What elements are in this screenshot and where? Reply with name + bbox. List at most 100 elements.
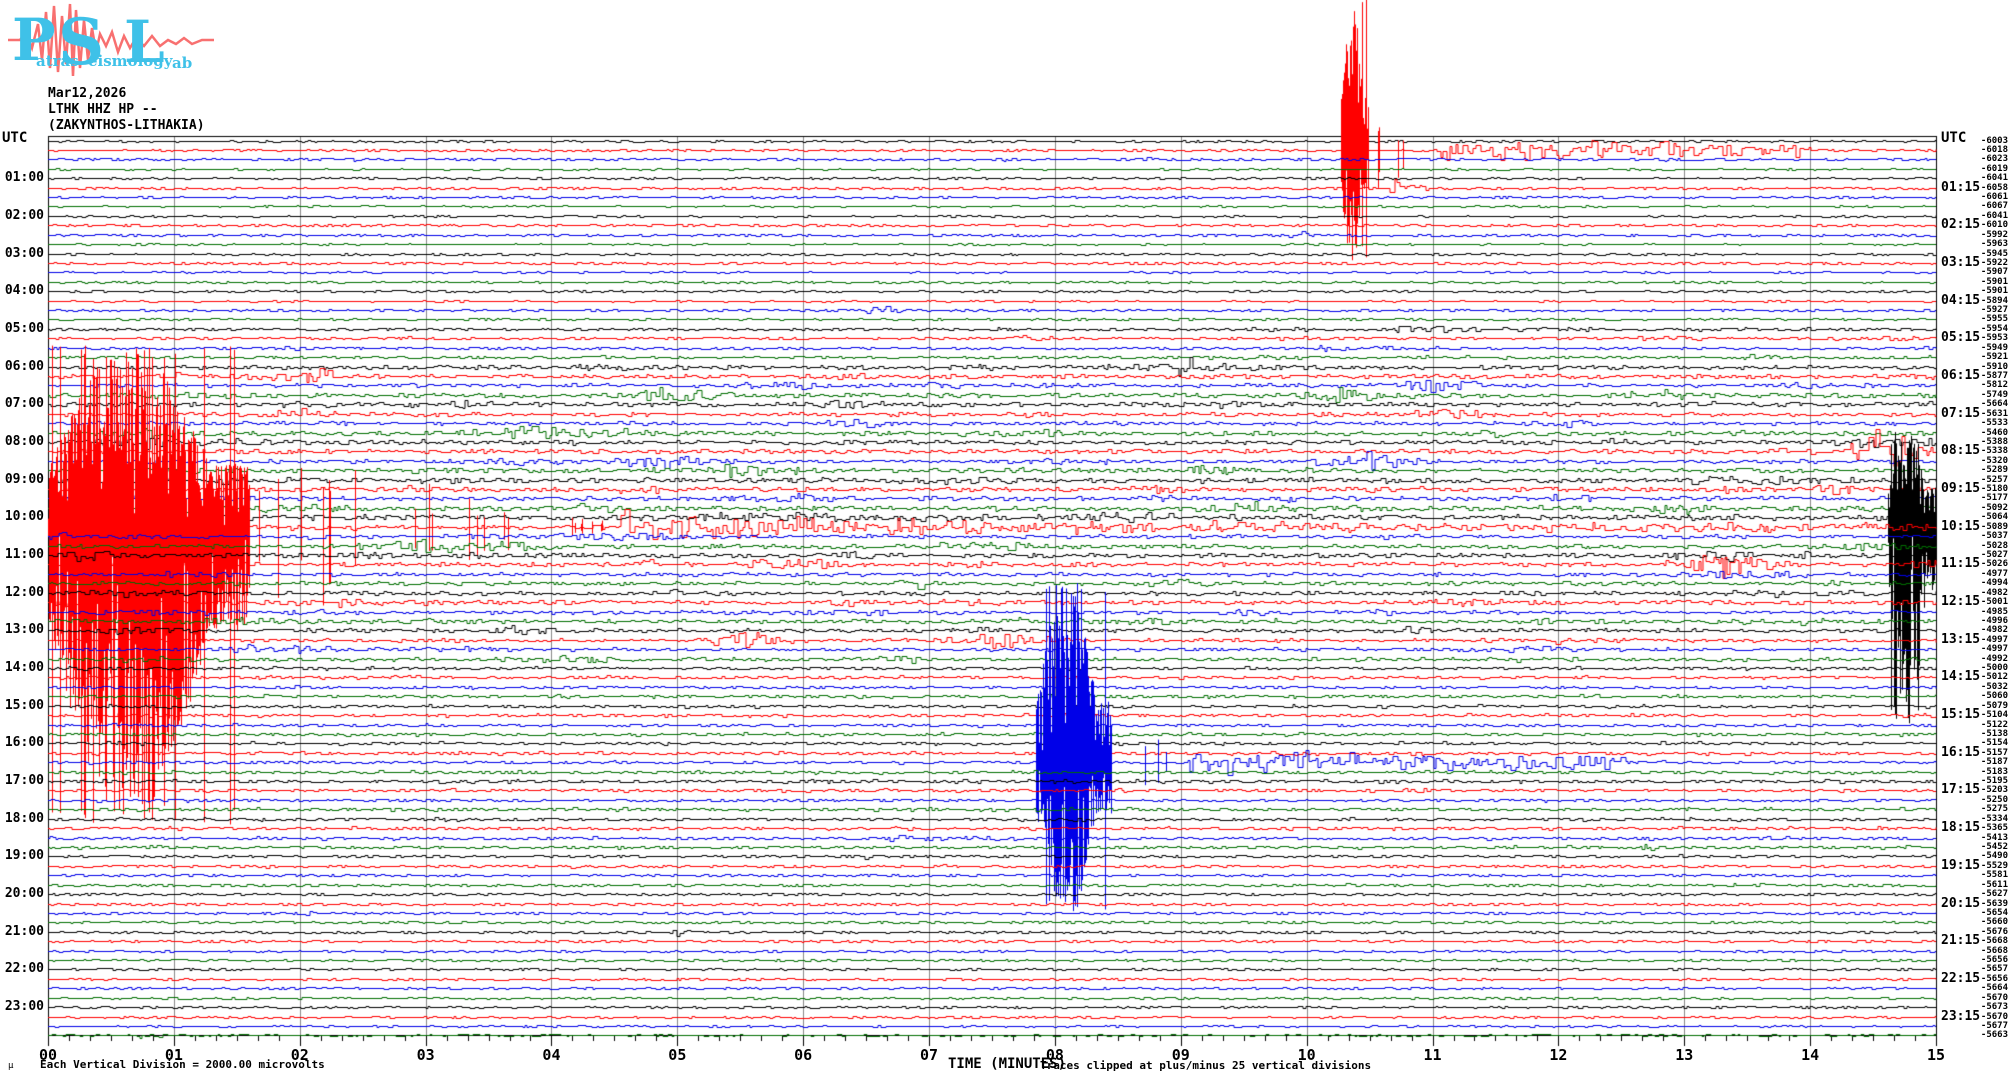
row-offset-value: -5177 xyxy=(1980,493,2008,504)
x-tick-label: 04 xyxy=(542,1046,561,1064)
row-offset-value: -5012 xyxy=(1980,672,2008,683)
logo-word-ab: ab xyxy=(172,54,192,72)
row-label-left: 12:00 xyxy=(4,584,44,600)
row-offset-value: -4982 xyxy=(1980,587,2008,598)
row-label-left: 23:00 xyxy=(4,999,44,1015)
row-offset-value: -5654 xyxy=(1980,907,2008,918)
row-offset-value: -4977 xyxy=(1980,568,2008,579)
row-label-right: 20:15 xyxy=(1941,895,1981,911)
logo-waveform xyxy=(8,3,214,77)
row-label-right: 21:15 xyxy=(1941,933,1981,949)
row-offset-value: -4982 xyxy=(1980,625,2008,636)
row-offset-value: -5877 xyxy=(1980,371,2008,381)
row-label-right: 03:15 xyxy=(1941,254,1981,270)
row-offset-value: -5037 xyxy=(1980,531,2008,542)
row-label-right: 05:15 xyxy=(1941,330,1981,346)
logo-letter-l: L xyxy=(124,8,165,76)
row-offset-value: -5195 xyxy=(1980,776,2008,787)
row-offset-value: -5656 xyxy=(1980,955,2008,966)
utc-label-left: UTC xyxy=(2,130,28,146)
row-offset-value: -5812 xyxy=(1980,380,2008,391)
row-label-right: 11:15 xyxy=(1941,556,1981,572)
row-offset-value: -5921 xyxy=(1980,352,2008,363)
row-offset-value: -6041 xyxy=(1980,210,2008,221)
row-offset-value: -5922 xyxy=(1980,257,2008,268)
row-label-left: 01:00 xyxy=(4,170,44,186)
logo-letter-p: P xyxy=(12,6,56,74)
x-tick-label: 03 xyxy=(416,1046,435,1064)
row-label-right: 08:15 xyxy=(1941,443,1981,459)
row-label-right: 18:15 xyxy=(1941,820,1981,836)
row-offset-value: -5138 xyxy=(1980,728,2008,739)
row-offset-value: -5963 xyxy=(1980,239,2008,250)
row-label-left: 11:00 xyxy=(4,546,44,562)
row-offset-value: -5639 xyxy=(1980,898,2008,909)
row-label-left: 21:00 xyxy=(4,923,44,939)
row-label-left: 10:00 xyxy=(4,509,44,525)
row-offset-value: -5670 xyxy=(1980,992,2008,1003)
row-label-left: 07:00 xyxy=(4,396,44,412)
row-offset-value: -5250 xyxy=(1980,794,2008,805)
x-tick-label: 09 xyxy=(1171,1046,1190,1064)
row-label-right: 12:15 xyxy=(1941,594,1981,610)
row-label-left: 20:00 xyxy=(4,886,44,902)
logo-word-atras: atras xyxy=(36,52,79,70)
row-offset-value: -5026 xyxy=(1980,559,2008,570)
row-offset-value: -6019 xyxy=(1980,163,2008,174)
row-offset-value: -5028 xyxy=(1980,540,2008,551)
row-offset-value: -5154 xyxy=(1980,738,2008,749)
row-offset-value: -6010 xyxy=(1980,220,2008,231)
row-offset-value: -5992 xyxy=(1980,229,2008,240)
row-offset-value: -5660 xyxy=(1980,917,2008,928)
x-tick-label: 13 xyxy=(1675,1046,1694,1064)
logo-letter-s: S xyxy=(58,5,104,78)
plot-header: Mar12,2026 LTHK HHZ HP -- (ZAKYNTHOS-LIT… xyxy=(48,86,205,134)
row-offset-value: -5901 xyxy=(1980,276,2008,287)
row-offset-value: -5910 xyxy=(1980,361,2008,372)
x-axis-title: TIME (MINUTES) xyxy=(948,1056,1067,1072)
row-offset-value: -5183 xyxy=(1980,766,2008,777)
row-offset-value: -4994 xyxy=(1980,578,2008,589)
row-offset-value: -5089 xyxy=(1980,521,2008,532)
row-offset-value: -5673 xyxy=(1980,1002,2008,1013)
row-offset-value: -5656 xyxy=(1980,973,2008,984)
row-offset-value: -5955 xyxy=(1980,314,2008,325)
row-label-right: 02:15 xyxy=(1941,217,1981,233)
row-label-left: 17:00 xyxy=(4,773,44,789)
vertical-division-note: Each Vertical Division = 2000.00 microvo… xyxy=(40,1058,325,1071)
row-offset-value: -4985 xyxy=(1980,606,2008,617)
row-offset-value: -5000 xyxy=(1980,663,2008,674)
row-offset-value: -5365 xyxy=(1980,823,2008,834)
row-offset-value: -5104 xyxy=(1980,710,2008,721)
row-label-right: 22:15 xyxy=(1941,970,1981,986)
row-offset-value: -5413 xyxy=(1980,832,2008,843)
row-offset-value: -5529 xyxy=(1980,860,2008,871)
row-offset-value: -4997 xyxy=(1980,644,2008,655)
row-offset-value: -5460 xyxy=(1980,427,2008,438)
x-tick-label: 15 xyxy=(1926,1046,1946,1064)
logo-word-eismology: eismology xyxy=(88,52,174,70)
row-offset-value: -6041 xyxy=(1980,173,2008,184)
row-offset-value: -5953 xyxy=(1980,333,2008,344)
x-tick-label: 12 xyxy=(1549,1046,1568,1064)
row-offset-value: -5949 xyxy=(1980,342,2008,353)
header-station: LTHK HHZ HP -- xyxy=(48,102,158,117)
row-offset-value: -5452 xyxy=(1980,842,2008,852)
x-tick-label: 02 xyxy=(290,1046,309,1064)
row-offset-value: -5611 xyxy=(1980,879,2008,890)
row-label-right: 01:15 xyxy=(1941,179,1981,195)
row-label-left: 08:00 xyxy=(4,433,44,449)
row-offset-value: -5275 xyxy=(1980,804,2008,815)
row-offset-value: -5631 xyxy=(1980,408,2008,419)
row-offset-value: -5064 xyxy=(1980,512,2008,523)
x-tick-label: 08 xyxy=(1045,1046,1064,1064)
row-label-left: 18:00 xyxy=(4,810,44,826)
row-label-left: 05:00 xyxy=(4,320,44,336)
row-offset-value: -5945 xyxy=(1980,248,2008,259)
row-offset-value: -5289 xyxy=(1980,465,2008,476)
row-offset-value: -5060 xyxy=(1980,691,2008,702)
row-label-right: 17:15 xyxy=(1941,782,1981,798)
row-offset-value: -5157 xyxy=(1980,747,2008,758)
row-label-right: 04:15 xyxy=(1941,292,1981,308)
row-offset-value: -5676 xyxy=(1980,926,2008,937)
